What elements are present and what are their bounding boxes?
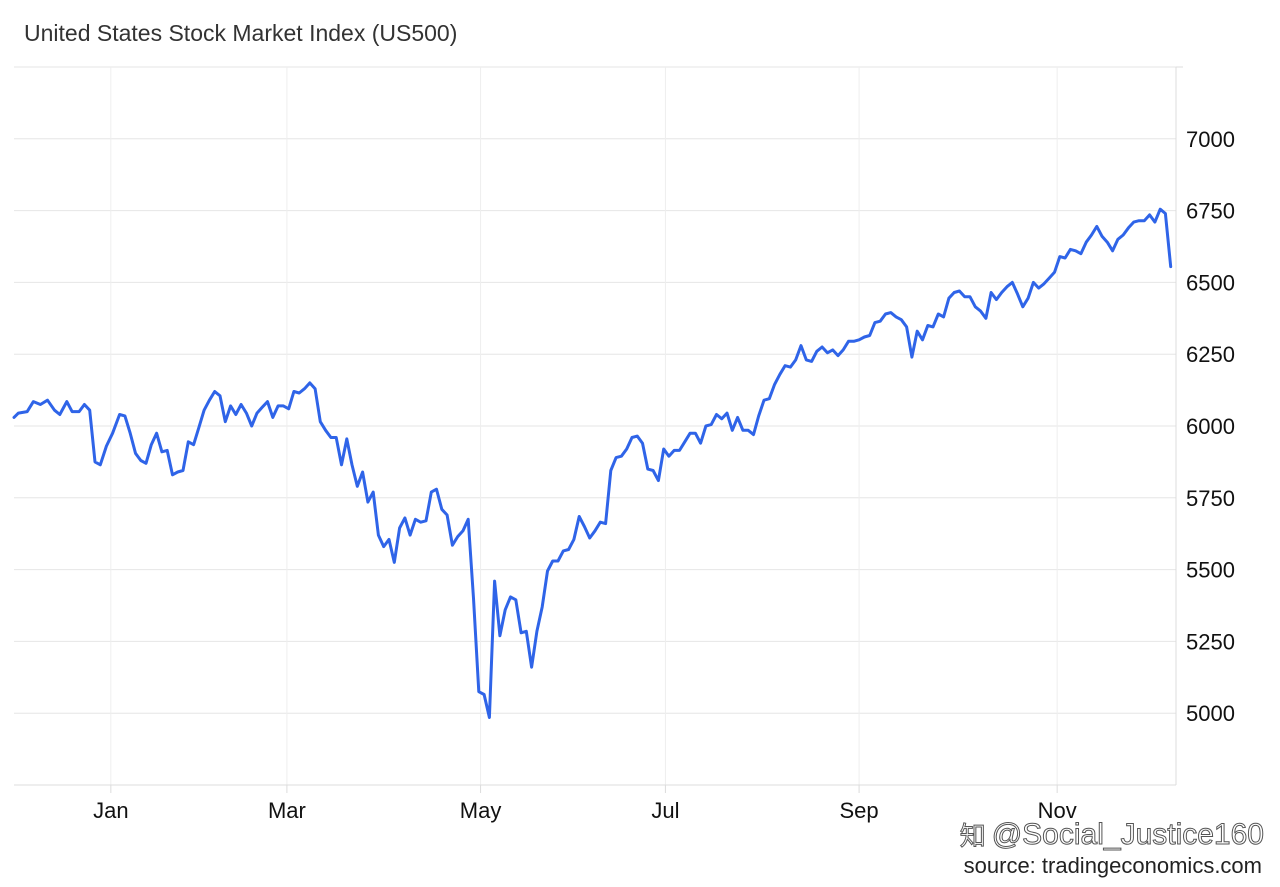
y-tick-label: 5750 xyxy=(1186,486,1235,511)
y-tick-label: 7000 xyxy=(1186,127,1235,152)
x-tick-label: Nov xyxy=(1038,798,1077,823)
y-tick-label: 6000 xyxy=(1186,414,1235,439)
y-tick-label: 5500 xyxy=(1186,558,1235,583)
series-line-0 xyxy=(12,207,1173,719)
gridlines xyxy=(14,66,1176,785)
watermark: 知 @Social_Justice160 xyxy=(959,816,1264,853)
chart-title: United States Stock Market Index (US500) xyxy=(24,20,458,46)
x-tick-label: Jul xyxy=(651,798,679,823)
x-tick-label: May xyxy=(460,798,502,823)
x-tick-label: Jan xyxy=(93,798,128,823)
x-tick-label: Mar xyxy=(268,798,306,823)
y-tick-label: 6500 xyxy=(1186,270,1235,295)
zhihu-logo-icon: 知 xyxy=(959,821,986,852)
y-tick-label: 6250 xyxy=(1186,342,1235,367)
y-tick-label: 5000 xyxy=(1186,701,1235,726)
tick-labels: 5000 5250 5500 5750 6000 6250 6500 6750 7000 Jan M… xyxy=(93,127,1235,823)
source-label: source: tradingeconomics.com xyxy=(963,853,1262,878)
y-tick-label: 5250 xyxy=(1186,629,1235,654)
x-tick-label: Sep xyxy=(840,798,879,823)
series-layer xyxy=(12,207,1173,719)
watermark-text: @Social_Justice160 xyxy=(991,817,1264,851)
y-tick-label: 6750 xyxy=(1186,199,1235,224)
axes xyxy=(14,66,1183,793)
